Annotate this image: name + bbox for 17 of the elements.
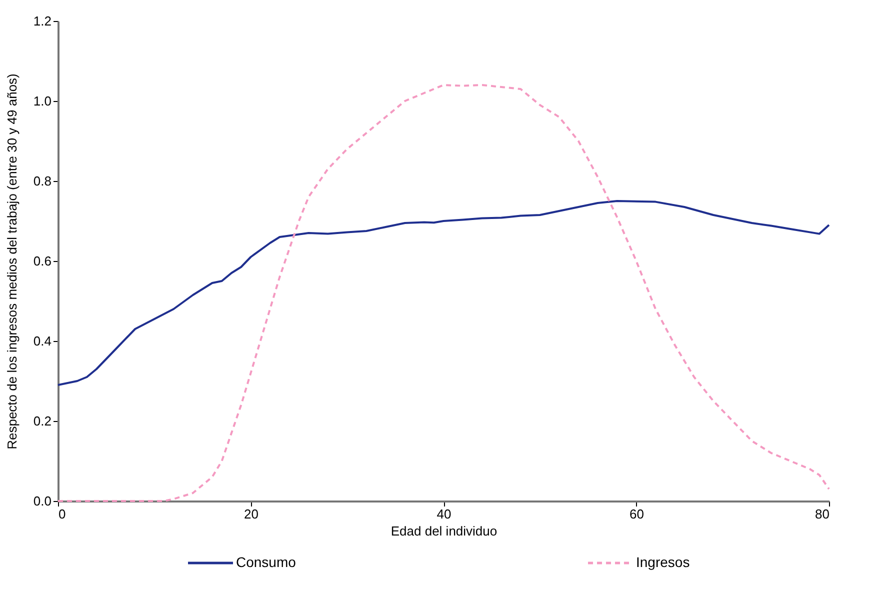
y-tick-label: 1.0 [33, 94, 52, 108]
y-tick-label: 0.8 [33, 174, 52, 188]
legend-label: Ingresos [636, 554, 690, 570]
x-tick-label: 60 [630, 506, 644, 522]
x-tick-label: 0 [58, 506, 66, 522]
x-axis-title: Edad del individuo [390, 524, 498, 538]
line-series [57, 200, 830, 386]
y-tick-label: 0.4 [33, 334, 52, 348]
y-tick-label: 1.2 [33, 14, 52, 28]
y-tick-label: 0.0 [33, 494, 52, 508]
x-tick-label: 80 [815, 506, 830, 522]
legend-label: Consumo [236, 554, 296, 570]
x-tick-label: 40 [436, 506, 452, 522]
y-axis-title: Respecto de los ingresos medios del trabajo (entre 30 y 49 años) [4, 74, 20, 450]
y-tick-label: 0.2 [33, 414, 52, 428]
x-tick-label: 20 [244, 506, 258, 522]
y-tick-label: 0.6 [33, 254, 52, 268]
